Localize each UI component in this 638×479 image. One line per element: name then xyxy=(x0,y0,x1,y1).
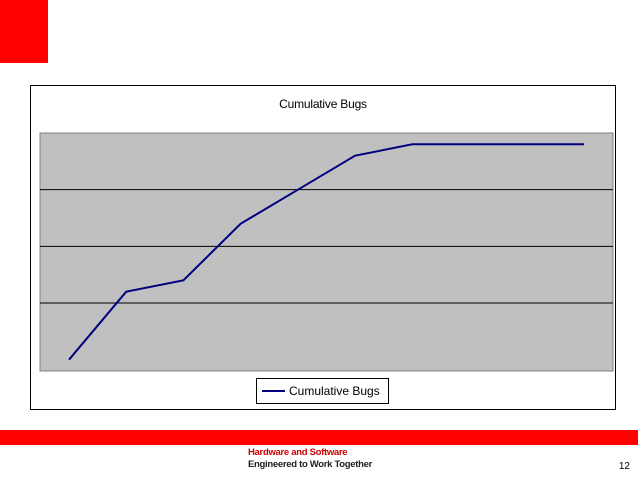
page-number: 12 xyxy=(618,461,630,472)
legend-line-swatch xyxy=(262,390,285,392)
legend: Cumulative Bugs xyxy=(256,378,389,404)
chart-plot xyxy=(39,132,614,372)
legend-label: Cumulative Bugs xyxy=(289,384,380,398)
chart-title: Cumulative Bugs xyxy=(279,97,367,111)
brand-tagline: Hardware and Software Engineered to Work… xyxy=(248,447,372,470)
gridlines xyxy=(40,189,613,304)
corner-accent-block xyxy=(0,0,48,63)
tagline-line-2: Engineered to Work Together xyxy=(248,458,373,470)
plot-area xyxy=(39,132,614,372)
chart-frame: Cumulative Bugs Cumulative Bugs xyxy=(30,85,616,410)
series-line-cumulative-bugs xyxy=(68,143,584,361)
footer-accent-band xyxy=(0,430,638,445)
tagline-line-1: Hardware and Software xyxy=(248,447,348,458)
